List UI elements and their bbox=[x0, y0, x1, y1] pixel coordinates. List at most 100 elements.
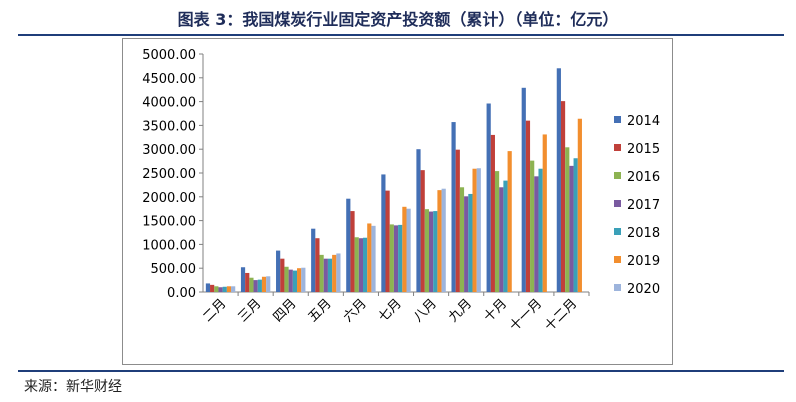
y-tick-label: 3500.00 bbox=[142, 119, 196, 134]
legend-label: 2014 bbox=[627, 114, 660, 129]
x-category-label: 二月 bbox=[200, 296, 229, 325]
bar-2014-十一月 bbox=[521, 87, 526, 292]
bar-2014-二月 bbox=[205, 283, 211, 292]
bar-2020-七月 bbox=[406, 208, 411, 292]
bar-2018-十二月 bbox=[573, 158, 578, 292]
legend-swatch-2019 bbox=[614, 256, 621, 263]
x-category-label: 三月 bbox=[235, 296, 264, 325]
legend-label: 2019 bbox=[627, 254, 660, 269]
bar-2018-三月 bbox=[257, 279, 262, 292]
bar-2019-二月 bbox=[226, 286, 232, 292]
x-category-label: 四月 bbox=[271, 296, 300, 325]
bar-2017-九月 bbox=[464, 196, 469, 292]
bar-2018-四月 bbox=[292, 270, 298, 292]
bar-2016-十一月 bbox=[530, 160, 535, 292]
bar-2016-七月 bbox=[389, 224, 394, 292]
legend-label: 2017 bbox=[627, 198, 660, 213]
x-category-label: 十一月 bbox=[507, 296, 545, 334]
bar-2015-二月 bbox=[210, 284, 215, 292]
bar-2017-五月 bbox=[323, 258, 328, 292]
bar-2019-九月 bbox=[472, 168, 477, 292]
bar-2017-七月 bbox=[393, 225, 399, 292]
y-tick-label: 5000.00 bbox=[142, 48, 196, 63]
bar-2017-六月 bbox=[358, 238, 364, 292]
legend-swatch-2016 bbox=[614, 172, 621, 179]
x-category-label: 十月 bbox=[481, 296, 510, 325]
bar-2015-九月 bbox=[455, 149, 460, 292]
bar-2014-四月 bbox=[276, 250, 281, 292]
bar-chart: 0.00 500.00 1000.00 1500.00 2000.00 2500.00 30… bbox=[142, 48, 660, 334]
bar-2015-七月 bbox=[385, 190, 390, 292]
legend-swatch-2015 bbox=[614, 144, 621, 151]
y-tick-label: 1500.00 bbox=[142, 215, 196, 230]
bar-2018-七月 bbox=[398, 224, 403, 292]
legend-swatch-2017 bbox=[614, 200, 621, 207]
bar-2020-三月 bbox=[266, 276, 271, 292]
x-category-label: 八月 bbox=[411, 296, 440, 325]
y-tick-label: 3000.00 bbox=[142, 143, 196, 158]
bar-2016-三月 bbox=[249, 277, 254, 292]
bar-2019-十月 bbox=[507, 151, 512, 292]
bar-2016-十二月 bbox=[565, 147, 570, 292]
bar-2018-十一月 bbox=[538, 168, 543, 292]
legend-label: 2018 bbox=[627, 226, 660, 241]
top-divider bbox=[18, 34, 784, 36]
bar-2014-九月 bbox=[451, 122, 456, 293]
y-tick-label: 1000.00 bbox=[142, 238, 196, 253]
x-category-label: 六月 bbox=[341, 296, 370, 325]
bar-2020-八月 bbox=[441, 188, 446, 292]
bar-2016-四月 bbox=[284, 266, 289, 292]
bar-2019-七月 bbox=[402, 206, 407, 292]
y-tick-label: 4000.00 bbox=[142, 96, 196, 111]
bar-2014-八月 bbox=[416, 149, 421, 292]
bar-2016-十月 bbox=[494, 171, 500, 292]
bar-2020-九月 bbox=[476, 168, 481, 292]
bar-2018-八月 bbox=[433, 211, 438, 292]
bar-2016-五月 bbox=[319, 254, 324, 292]
bar-2017-二月 bbox=[218, 287, 223, 292]
bar-2020-二月 bbox=[231, 286, 236, 292]
bar-2018-十月 bbox=[503, 180, 508, 292]
bar-2016-二月 bbox=[214, 286, 219, 292]
bar-2020-六月 bbox=[371, 225, 376, 292]
bar-2017-十二月 bbox=[569, 165, 574, 292]
bar-2015-十月 bbox=[490, 134, 495, 292]
x-category-label: 七月 bbox=[376, 296, 405, 325]
bar-2014-七月 bbox=[381, 174, 386, 292]
bar-2019-六月 bbox=[367, 223, 372, 292]
bar-2015-四月 bbox=[280, 258, 285, 292]
bar-2015-十一月 bbox=[525, 120, 531, 292]
bar-2015-八月 bbox=[420, 170, 425, 292]
y-tick-label: 500.00 bbox=[151, 262, 197, 277]
bottom-divider bbox=[18, 370, 784, 372]
bar-2017-八月 bbox=[428, 211, 434, 292]
legend-label: 2020 bbox=[627, 282, 660, 297]
chart-title: 图表 3：我国煤炭行业固定资产投资额（累计）（单位：亿元） bbox=[177, 10, 619, 29]
bar-2015-五月 bbox=[315, 238, 320, 292]
bar-2014-五月 bbox=[311, 228, 316, 292]
bar-2018-六月 bbox=[363, 237, 368, 292]
bar-2019-十二月 bbox=[577, 118, 582, 293]
x-category-label: 九月 bbox=[446, 296, 475, 325]
y-tick-label: 0.00 bbox=[167, 286, 196, 301]
x-category-label: 五月 bbox=[306, 296, 335, 325]
bar-2014-三月 bbox=[240, 267, 246, 292]
bar-2020-五月 bbox=[336, 253, 341, 292]
bar-2019-八月 bbox=[437, 190, 442, 292]
bar-2016-九月 bbox=[459, 187, 465, 292]
x-category-label: 十二月 bbox=[542, 296, 580, 334]
bar-2017-三月 bbox=[253, 280, 258, 292]
source-note: 来源：新华财经 bbox=[24, 379, 122, 395]
bar-2015-十二月 bbox=[560, 101, 566, 293]
bar-2019-四月 bbox=[297, 268, 302, 292]
y-tick-label: 4500.00 bbox=[142, 72, 196, 87]
bar-2019-五月 bbox=[332, 254, 337, 292]
bar-2017-四月 bbox=[288, 269, 293, 292]
bar-2019-十一月 bbox=[542, 134, 547, 292]
bar-2015-六月 bbox=[350, 211, 355, 292]
bar-2018-五月 bbox=[327, 258, 333, 292]
bar-2018-九月 bbox=[468, 193, 473, 292]
bar-2014-六月 bbox=[346, 198, 351, 292]
y-tick-label: 2500.00 bbox=[142, 167, 196, 182]
legend-swatch-2018 bbox=[614, 228, 621, 235]
